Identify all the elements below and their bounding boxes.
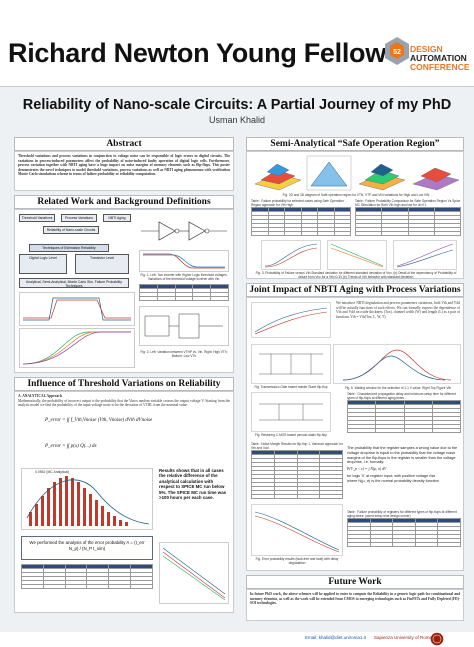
- semi-analytical-box: Fig. 2D and 3D diagram of Safe operation…: [246, 151, 464, 279]
- influence-body: Mathematically, the probability of incor…: [18, 398, 230, 408]
- pfail-caption: Fig. 3: Probability of Failure versus Vt…: [255, 271, 457, 279]
- soa-3d-plot-2: [358, 163, 406, 191]
- dac-line1: DESIGN: [410, 44, 443, 54]
- influence-formula-1: P_error = ∫∫ f_Vth,Vnoise (Vth, Vnoise) …: [45, 418, 153, 423]
- tg-flipflop-schematic: [251, 344, 331, 384]
- poster-title: Reliability of Nano-scale Circuits: A Pa…: [22, 97, 452, 113]
- soa-table-2: Table : Failure Probability Comparison f…: [354, 199, 462, 236]
- vtc-curve: [139, 250, 229, 272]
- footer-university: Sapienza University of Rome, Italy: [374, 635, 443, 640]
- inverter-schematic: [141, 221, 227, 241]
- nbti-fig-c: Fig. 6. Waiting window for the selection…: [344, 386, 452, 390]
- dac-wordmark: DESIGN AUTOMATION CONFERENCE: [410, 45, 470, 72]
- nbti-fig-a: Fig. Transmission Gate based master Slav…: [254, 385, 328, 389]
- future-work-text: In future PhD work, the above schemes wi…: [250, 592, 460, 606]
- nbti-probability-text: The probability that the register sample…: [347, 446, 461, 484]
- influence-results: Results shows that in all cases the rela…: [159, 468, 227, 501]
- performance-formula-box: We performed the analysis of the error p…: [21, 536, 153, 560]
- dac-logo: 52 DESIGN AUTOMATION CONFERENCE: [384, 36, 470, 84]
- nbti-prob-text-2: for logic '0' at register input; with po…: [347, 473, 436, 478]
- failure-prob-table-title: Table : Failure probability of registers…: [347, 510, 457, 518]
- flow-analytical: Analytical, Semi-Analytical, Monte Carlo…: [19, 278, 129, 288]
- nbti-formula: P(V_p < ε) = ∫ N(μ, σ) dV: [347, 467, 387, 472]
- dac-hexagon-icon: 52: [385, 37, 409, 65]
- failure-prob-table: Table : Failure probability of registers…: [347, 510, 461, 547]
- nbti-fig-b: Fig. Restoring C-MOS based pseudo-static…: [255, 433, 327, 437]
- delay-table-title: Table : Characterized propagation delay …: [347, 392, 456, 400]
- dac-line3: CONFERENCE: [410, 62, 470, 72]
- poster-author: Usman Khalid: [208, 115, 266, 125]
- soa-3d-plot-1: [254, 163, 302, 191]
- influence-box: A. ANALYTICAL Approach Mathematically, t…: [14, 391, 234, 613]
- nbti-prob-text-1: The probability that the register sample…: [347, 446, 458, 465]
- nbti-histogram: [333, 344, 461, 384]
- influence-subhead: A. ANALYTICAL Approach: [18, 394, 62, 398]
- flow-threshold-variations: Threshold Variations: [19, 214, 55, 222]
- influence-heading: Influence of Threshold Variations on Rel…: [14, 377, 234, 391]
- abstract-box: Threshold variations and process variati…: [14, 151, 234, 191]
- fig1-caption: Fig. 1. Left: Two inverter with Higher L…: [140, 273, 228, 281]
- soa-table-1-title: Table : Failure probability for selected…: [251, 199, 344, 207]
- semi-analytical-heading: Semi-Analytical “Safe Operation Region”: [246, 137, 464, 151]
- left-column: Abstract Threshold variations and proces…: [14, 137, 234, 613]
- soa-table-1: Table : Failure probability for selected…: [251, 199, 351, 236]
- abstract-text: Threshold variations and process variati…: [18, 154, 230, 177]
- future-work-heading: Future Work: [246, 575, 464, 589]
- pfail-detail-plot: [327, 240, 387, 270]
- nbti-where-text: where N(μ, σ) is the normal probability …: [347, 478, 439, 483]
- decreasing-curves-plot: [159, 542, 229, 604]
- svg-text:52: 52: [393, 49, 401, 56]
- flipflop-schematic: [139, 306, 229, 346]
- poster-footer: Email: khalid@diet.uniroma1.it Sapienza …: [0, 632, 474, 647]
- cmos-flipflop-schematic: [251, 392, 331, 432]
- nbti-box: We introduce NBTI degradation and proces…: [246, 297, 464, 571]
- university-seal-icon: [430, 632, 444, 646]
- vth-trend-plot: [393, 240, 457, 270]
- delay-table: Table : Characterized propagation delay …: [346, 392, 462, 433]
- footer-email[interactable]: Email: khalid@diet.uniroma1.it: [305, 635, 366, 640]
- soa-3d-plot-3: [412, 167, 460, 191]
- noise-margin-table: Table : Noise Margin Results for flip-fl…: [251, 442, 343, 499]
- nbti-heading: Joint Impact of NBTI Aging with Process …: [246, 283, 464, 297]
- nbti-fig-d: Fig. Error probability results (fault-fr…: [255, 557, 339, 565]
- fig2-caption: Fig. 2. Left: Variation between VTHP vs.…: [140, 350, 228, 358]
- nbti-intro: We introduce NBTI degradation and proces…: [336, 301, 460, 319]
- related-work-heading: Related Work and Background Definitions: [14, 195, 234, 209]
- poster-header: Richard Newton Young Fellow 52 DESIGN AU…: [0, 0, 474, 82]
- waveform-plot: [19, 292, 135, 326]
- related-work-box: Threshold Variations Process Variations …: [14, 209, 234, 373]
- abstract-heading: Abstract: [14, 137, 234, 151]
- vth-table: [139, 284, 229, 301]
- right-column: Semi-Analytical “Safe Operation Region” …: [246, 137, 464, 621]
- future-work-box: In future PhD work, the above schemes wi…: [246, 589, 464, 621]
- influence-formula-2: P_error = ∫∫ p(x) Q(...) dx: [45, 444, 97, 449]
- fellow-title: Richard Newton Young Fellow: [8, 38, 386, 68]
- flow-process-variations: Process Variations: [61, 214, 97, 222]
- flow-reliability: Reliability of Nano-scale Circuits: [43, 226, 99, 234]
- flow-techniques: Techniques of Estimation Reliability: [29, 244, 109, 252]
- poster-body: Reliability of Nano-scale Circuits: A Pa…: [0, 86, 474, 632]
- chart-legend-label: 0.0552 (MC Analytical): [35, 470, 70, 474]
- flow-digital-logic: Digital Logic Level: [19, 254, 67, 274]
- technology-table: [21, 564, 153, 589]
- soa-table-2-title: Table : Failure Probability Comparison f…: [355, 199, 461, 207]
- pfail-vs-sigma-plot: [261, 240, 321, 270]
- error-probability-bar-chart: [21, 468, 153, 530]
- flow-transistor-level: Transistor Level: [75, 254, 129, 274]
- nbti-plot-1: [251, 302, 331, 338]
- noise-margin-table-title: Table : Noise Margin Results for flip-fl…: [251, 442, 343, 450]
- dac-line2: AUTOMATION: [410, 53, 467, 63]
- transfer-curves-plot: [19, 328, 135, 368]
- soa-fig-caption: Fig. 2D and 3D diagram of Safe operation…: [282, 193, 430, 197]
- flow-nbti-aging: NBTI Aging: [103, 214, 131, 222]
- soa-2d-plot-1: [306, 155, 352, 191]
- error-prob-fault-plot: [251, 504, 343, 556]
